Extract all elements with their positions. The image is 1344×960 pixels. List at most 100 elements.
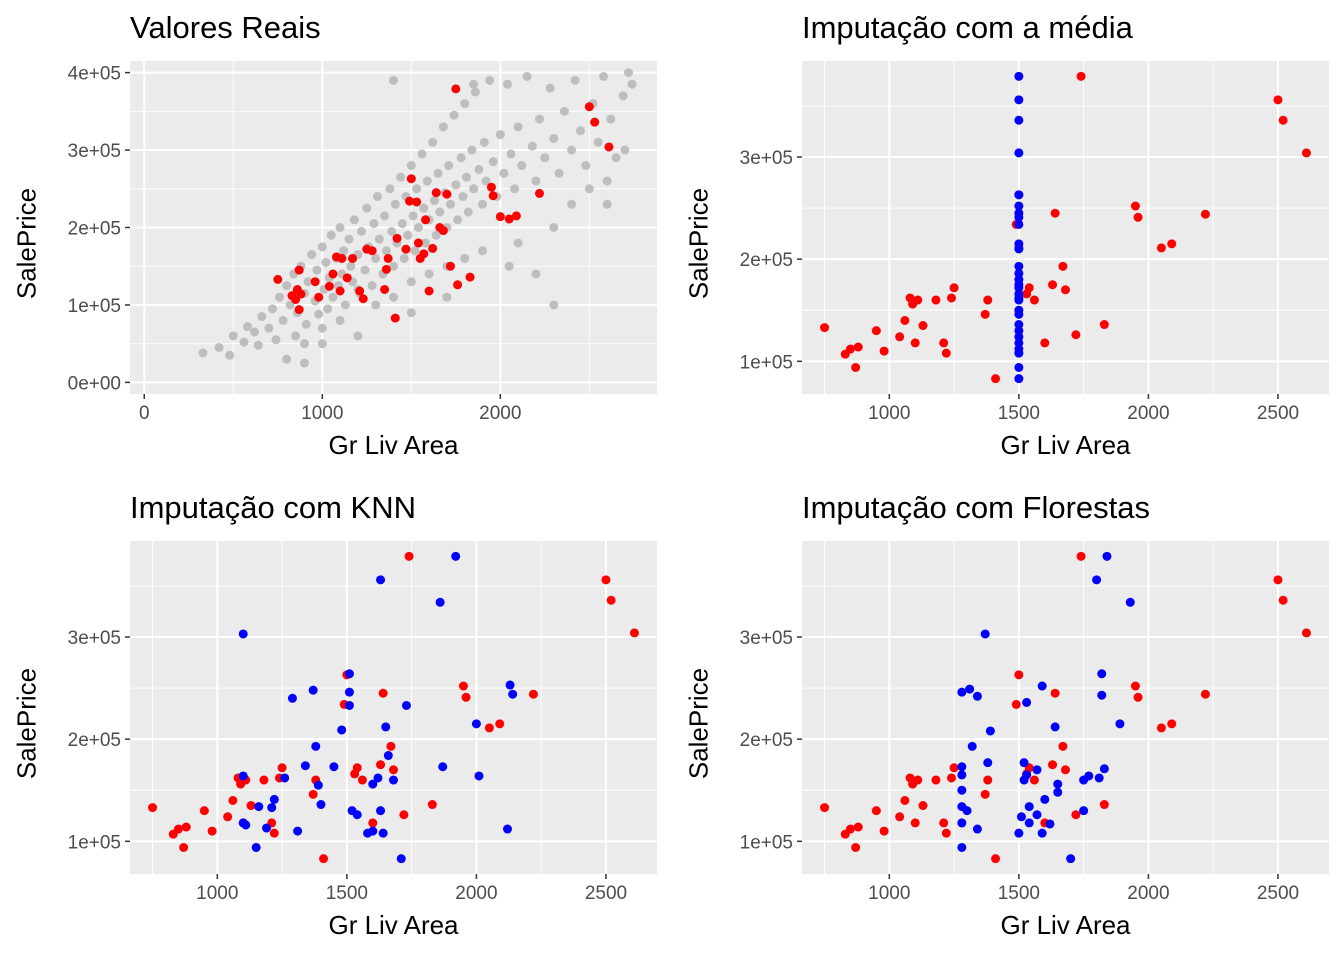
data-point: [453, 215, 463, 225]
data-point: [1099, 800, 1109, 810]
x-tick-label: 1500: [998, 403, 1040, 424]
chart-title: Valores Reais: [130, 10, 321, 45]
data-point: [469, 79, 479, 89]
data-point: [931, 775, 941, 785]
data-point: [845, 824, 855, 834]
data-point: [895, 812, 905, 822]
data-point: [412, 197, 422, 207]
data-point: [369, 219, 379, 229]
data-point: [1032, 765, 1042, 775]
data-point: [282, 281, 292, 291]
data-point: [368, 818, 378, 828]
x-tick-label: 2000: [1127, 403, 1169, 424]
data-point: [358, 294, 368, 304]
data-point: [403, 230, 413, 240]
data-point: [1037, 681, 1047, 691]
data-point: [238, 771, 248, 781]
data-point: [406, 161, 416, 171]
data-point: [939, 338, 949, 348]
scatter-plot: 1000 1500 2000 2500 1e+05 2e+05 3e+05: [68, 541, 657, 904]
data-point: [957, 762, 967, 772]
x-axis-label: Gr Liv Area: [1000, 430, 1131, 460]
data-point: [381, 722, 391, 732]
data-point: [513, 122, 523, 132]
data-point: [458, 681, 468, 691]
data-point: [584, 184, 594, 194]
data-point: [371, 253, 381, 263]
data-point: [549, 300, 559, 310]
data-point: [606, 114, 616, 124]
data-point: [303, 277, 313, 287]
data-point: [972, 824, 982, 834]
data-point: [378, 828, 388, 838]
data-point: [264, 323, 274, 333]
data-point: [275, 292, 285, 302]
data-point: [324, 281, 334, 291]
data-point: [344, 669, 354, 679]
data-point: [353, 331, 363, 341]
data-point: [319, 854, 329, 864]
data-point: [444, 161, 454, 171]
data-point: [445, 261, 455, 271]
data-point: [396, 172, 406, 182]
data-point: [1014, 374, 1024, 384]
data-point: [554, 168, 564, 178]
data-point: [435, 207, 445, 217]
data-point: [431, 230, 441, 240]
data-point: [949, 283, 959, 293]
data-point: [1115, 719, 1125, 729]
plot-panel-valores-reais: Valores Reais 0 1000 2000 0e+00 1e+05 2e+05 3e…: [0, 0, 672, 480]
data-point: [313, 780, 323, 790]
data-point: [1024, 283, 1034, 293]
data-point: [413, 223, 423, 232]
data-point: [602, 199, 612, 209]
data-point: [277, 763, 287, 773]
data-point: [308, 685, 318, 695]
data-point: [214, 343, 224, 353]
data-point: [1156, 243, 1166, 253]
data-point: [207, 826, 217, 836]
data-point: [424, 269, 434, 279]
data-point: [531, 269, 541, 279]
data-point: [611, 153, 621, 163]
data-point: [1076, 71, 1086, 81]
data-point: [606, 595, 616, 605]
y-tick-label: 2e+05: [740, 250, 793, 271]
data-point: [1014, 95, 1024, 105]
data-point: [412, 184, 422, 194]
data-point: [1079, 806, 1089, 816]
data-point: [342, 273, 352, 283]
x-tick-label: 1000: [196, 883, 238, 904]
data-point: [397, 219, 407, 229]
x-tick-label: 2000: [479, 403, 521, 424]
data-point: [513, 238, 523, 248]
data-point: [435, 597, 445, 607]
data-point: [299, 358, 309, 368]
data-point: [317, 323, 327, 333]
data-point: [534, 114, 544, 124]
x-tick-label: 0: [139, 403, 150, 424]
data-point: [401, 244, 411, 254]
data-point: [278, 315, 288, 325]
data-point: [428, 243, 438, 253]
data-point: [381, 246, 391, 256]
data-point: [474, 771, 484, 781]
data-point: [918, 801, 928, 811]
data-point: [853, 822, 863, 832]
data-point: [262, 823, 272, 833]
y-tick-label: 2e+05: [68, 219, 121, 240]
data-point: [250, 327, 260, 337]
data-point: [1130, 681, 1140, 691]
data-point: [389, 75, 398, 85]
data-point: [499, 168, 509, 178]
data-point: [957, 818, 967, 828]
data-point: [179, 842, 189, 852]
data-point: [1014, 670, 1024, 680]
y-axis-label: SalePrice: [683, 187, 714, 300]
data-point: [317, 242, 327, 252]
data-point: [419, 249, 429, 259]
data-point: [581, 161, 591, 171]
x-tick-label: 2500: [1257, 403, 1299, 424]
data-point: [442, 189, 452, 199]
data-point: [355, 286, 365, 296]
